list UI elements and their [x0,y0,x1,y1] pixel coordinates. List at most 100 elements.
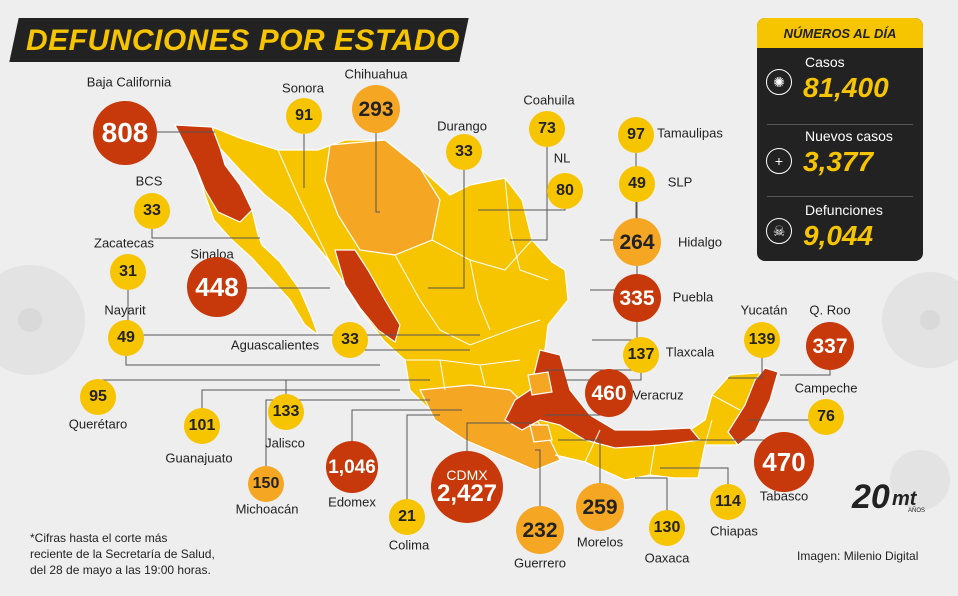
leader-line [97,379,390,397]
state-value-bubble: 232 [516,506,564,554]
state-value: 337 [812,334,848,358]
state-name: Jalisco [265,435,305,451]
state-value-bubble: 448 [187,257,247,317]
state-value: 293 [358,97,394,121]
divider [767,124,913,125]
state-value: 1,046 [328,456,376,478]
state-name: Tamaulipas [657,125,723,141]
stat-label: Defunciones [805,202,883,218]
leader-line [406,414,440,517]
state-value: 95 [89,388,107,405]
state-value: 130 [653,519,681,536]
leader-line [510,129,548,241]
state-value: 33 [341,331,359,348]
state-value: 133 [272,403,300,420]
state-name: Chiapas [710,523,758,539]
state-name: Zacatecas [94,235,154,251]
state-name: Edomex [328,494,376,510]
state-name: Chihuahua [344,66,408,82]
leader-line [285,379,430,412]
state-value-bubble: 460 [585,369,633,417]
state-value: 21 [398,508,416,525]
state-name: SLP [667,174,693,190]
state-name: Guerrero [513,555,567,571]
state-value-bubble: 137 [623,337,659,373]
state-name: Guanajuato [165,450,233,466]
state-value: 31 [119,263,137,280]
state-name: Aguascalientes [230,337,320,353]
state-name: Morelos [576,534,624,550]
state-value-bubble: 114 [710,484,746,520]
state-value-bubble: 95 [80,379,116,415]
state-value: 80 [556,182,574,199]
state-value-bubble: 133 [268,394,304,430]
state-value-bubble: 335 [613,274,661,322]
state-value-bubble: 1,046 [326,441,378,493]
state-name: Sonora [282,80,324,96]
daily-numbers-panel: NÚMEROS AL DÍA ✺ Casos 81,400 + Nuevos c… [757,18,923,261]
leader-line [535,449,541,530]
state-value-bubble: 150 [248,466,284,502]
state-value-bubble: 31 [110,254,146,290]
state-value: 139 [748,331,776,348]
state-value: 91 [295,107,313,124]
state-value: 97 [627,126,645,143]
plus-icon: + [766,148,792,174]
state-name: Veracruz [632,387,684,403]
state-value: 259 [582,495,618,519]
state-value: 470 [762,447,806,477]
state-value-bubble: 21 [389,499,425,535]
state-value: 264 [619,230,655,254]
page-title: DEFUNCIONES POR ESTADO [26,24,460,57]
divider [767,196,913,197]
state-name: Querétaro [68,416,128,432]
state-value-bubble: 259 [576,483,624,531]
state-value: 76 [817,408,835,425]
stat-cases: ✺ Casos 81,400 [757,54,923,114]
logo-brand: mt [892,488,917,510]
state-value: 101 [188,417,216,434]
state-value-bubble: 139 [744,322,780,358]
state-name: Hidalgo [677,234,723,250]
state-value-bubble: 33 [332,322,368,358]
state-name: Nayarit [104,302,146,318]
milenio-20-logo: 20 mt AÑOS [852,478,932,518]
state-value-bubble: 49 [108,320,144,356]
state-value-bubble: 264 [613,218,661,266]
state-name: NL [553,150,571,166]
stat-deaths: ☠ Defunciones 9,044 [757,202,923,262]
state-value-bubble: 33 [134,193,170,229]
stat-value: 3,377 [803,146,874,177]
state-value: 49 [117,329,135,346]
state-name: Campeche [794,380,858,396]
state-name: Michoacán [235,501,299,517]
state-name: Durango [437,118,487,134]
virus-icon: ✺ [766,69,792,95]
state-name: Puebla [672,289,714,305]
state-value-bubble: 76 [808,399,844,435]
state-value-bubble: 97 [618,117,654,153]
state-name: Coahuila [523,92,575,108]
state-value: 33 [455,143,473,160]
state-value: 114 [715,493,741,510]
state-value-bubble: 808 [93,101,157,165]
state-value-bubble: 33 [446,134,482,170]
stat-value: 81,400 [803,72,889,103]
state-name: Yucatán [740,302,788,318]
state-value: 137 [627,346,655,363]
state-name: Colima [388,537,430,553]
stat-value: 9,044 [803,220,874,251]
state-value-bubble: 470 [754,432,814,492]
state-name: CDMX [446,467,488,483]
leader-line [375,109,380,213]
stat-label: Nuevos casos [805,128,893,144]
state-value: 2,427 [436,480,498,507]
state-value: 808 [101,117,149,148]
state-value-bubble: 49 [619,166,655,202]
state-value: 460 [591,381,627,405]
state-name: Tabasco [759,488,809,504]
stat-label: Casos [805,54,845,70]
state-value: 232 [522,518,558,542]
state-name: Q. Roo [809,302,851,318]
